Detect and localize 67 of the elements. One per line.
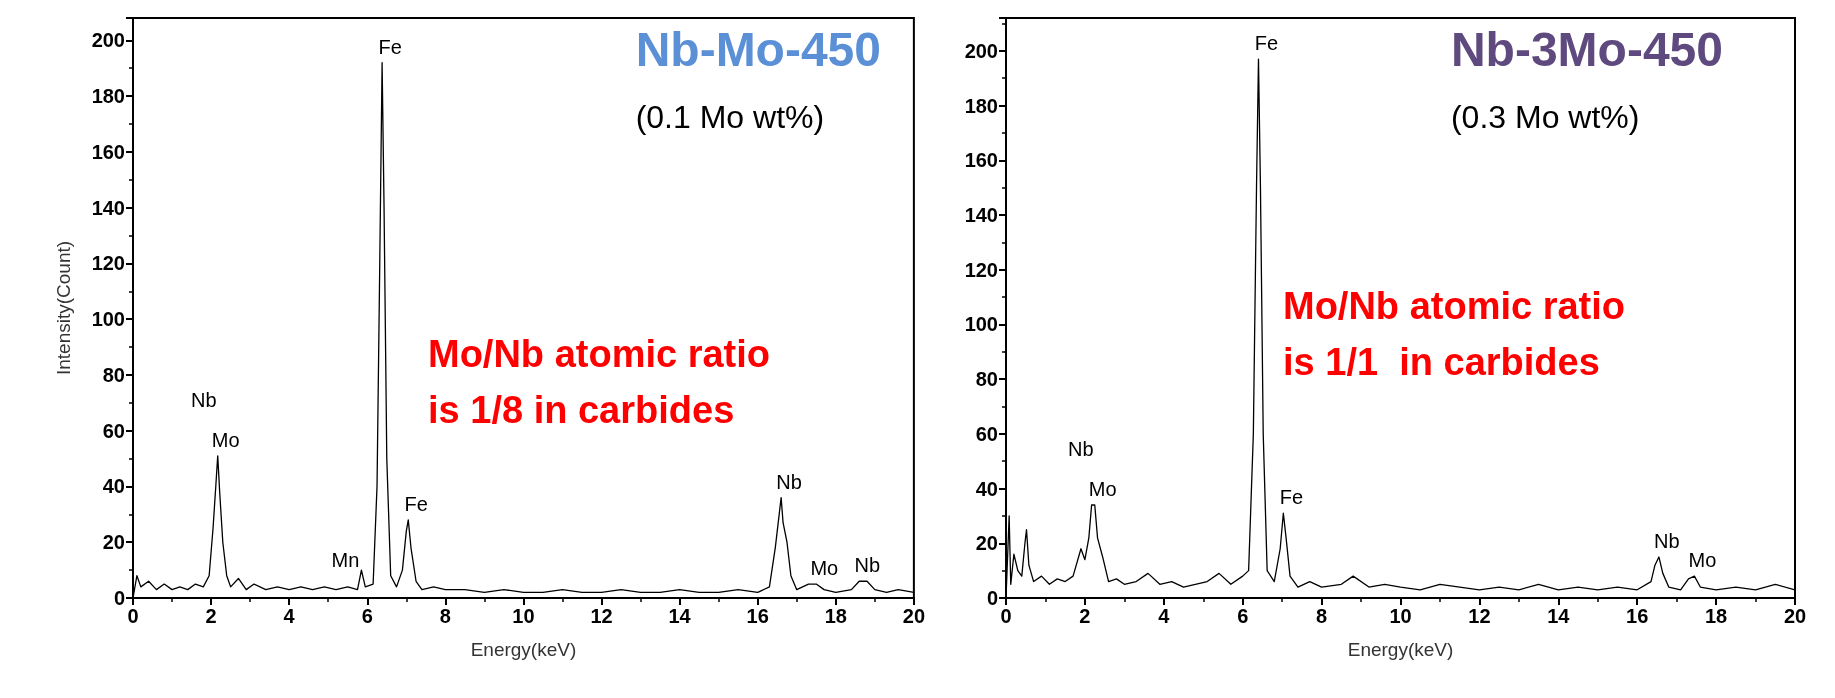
annotation: Nb bbox=[776, 470, 802, 493]
x-tick-label: 0 bbox=[1000, 605, 1012, 627]
y-tick-label: 120 bbox=[964, 258, 998, 281]
x-tick-label: 18 bbox=[1704, 605, 1728, 627]
y-tick-label: 0 bbox=[986, 587, 998, 609]
y-tick-label: 100 bbox=[91, 308, 125, 331]
chart-title: Nb-Mo-450 bbox=[635, 22, 881, 76]
x-tick-label: 18 bbox=[824, 605, 847, 627]
y-tick-label: 140 bbox=[964, 203, 998, 226]
y-tick-label: 80 bbox=[975, 368, 998, 391]
y-tick-label: 160 bbox=[964, 149, 998, 172]
annotation: Fe bbox=[404, 492, 428, 515]
x-axis-title: Energy(keV) bbox=[1347, 639, 1454, 660]
x-tick-label: 14 bbox=[1547, 605, 1571, 627]
y-tick-label: 100 bbox=[964, 313, 998, 336]
x-tick-label: 2 bbox=[1079, 605, 1091, 627]
x-tick-label: 0 bbox=[127, 605, 139, 627]
x-tick-label: 16 bbox=[1626, 605, 1649, 627]
x-tick-label: 20 bbox=[1783, 605, 1807, 627]
annotation: Fe bbox=[1254, 32, 1279, 55]
y-tick-label: 200 bbox=[91, 29, 125, 52]
x-axis-title: Energy(keV) bbox=[470, 639, 577, 660]
y-tick-label: 20 bbox=[975, 532, 998, 555]
y-tick-label: 20 bbox=[102, 531, 125, 554]
y-tick-label: 160 bbox=[91, 140, 125, 163]
y-tick-label: 40 bbox=[102, 475, 125, 498]
y-tick-label: 60 bbox=[102, 419, 125, 442]
annotation: Mo bbox=[1088, 477, 1117, 500]
text: (0.1 Mo wt%) bbox=[635, 99, 825, 135]
y-tick-label: 40 bbox=[975, 477, 998, 500]
annotation: Mo bbox=[1688, 549, 1717, 572]
y-tick-label: 80 bbox=[102, 363, 125, 386]
annotation: Fe bbox=[378, 35, 402, 58]
x-tick-label: 8 bbox=[1316, 605, 1328, 627]
annotation: Nb bbox=[1654, 529, 1680, 552]
annotation: Mo/Nb atomic ratio is 1/1 in carbides bbox=[1283, 285, 1626, 383]
annotation: Mo/Nb atomic ratio is 1/8 in carbides bbox=[428, 333, 771, 431]
x-tick-label: 4 bbox=[1158, 605, 1171, 627]
x-tick-label: 16 bbox=[746, 605, 769, 627]
x-tick-label: 6 bbox=[1237, 605, 1249, 627]
x-tick-label: 14 bbox=[668, 605, 692, 627]
y-tick-label: 180 bbox=[964, 94, 998, 117]
x-tick-label: 12 bbox=[1468, 605, 1491, 627]
x-tick-label: 8 bbox=[439, 605, 451, 627]
annotation: Fe bbox=[1279, 486, 1304, 509]
y-axis-title: Intensity(Count) bbox=[53, 240, 74, 376]
text: (0.3 Mo wt%) bbox=[1450, 99, 1640, 135]
annotation: Mo bbox=[211, 428, 240, 451]
y-tick-label: 200 bbox=[964, 39, 998, 62]
x-tick-label: 20 bbox=[902, 605, 925, 627]
y-tick-label: 0 bbox=[113, 587, 125, 609]
annotation: Mn bbox=[331, 549, 360, 572]
y-tick-label: 120 bbox=[91, 252, 125, 275]
annotation: Mo bbox=[810, 557, 839, 580]
annotation: Nb bbox=[190, 388, 217, 411]
y-tick-label: 140 bbox=[91, 196, 125, 219]
annotation: Nb bbox=[854, 554, 880, 577]
chart-title: Nb-3Mo-450 bbox=[1450, 22, 1724, 76]
y-tick-label: 60 bbox=[975, 422, 998, 445]
x-tick-label: 10 bbox=[1389, 605, 1412, 627]
annotation: Nb bbox=[1067, 437, 1094, 460]
x-tick-label: 12 bbox=[590, 605, 613, 627]
x-tick-label: 4 bbox=[283, 605, 296, 627]
y-tick-label: 180 bbox=[91, 85, 125, 108]
x-tick-label: 6 bbox=[361, 605, 373, 627]
x-tick-label: 10 bbox=[512, 605, 535, 627]
x-tick-label: 2 bbox=[205, 605, 217, 627]
